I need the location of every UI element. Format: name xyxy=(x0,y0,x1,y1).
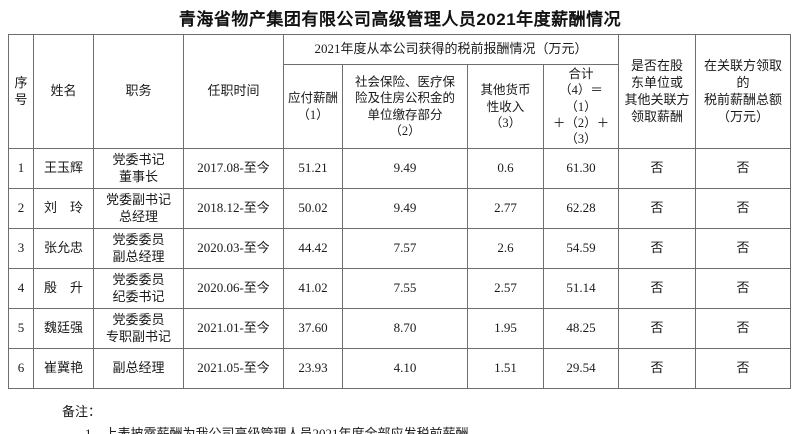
cell-name: 殷 升 xyxy=(33,268,94,310)
col-header-payable: 应付薪酬 （1） xyxy=(283,63,343,150)
col-header-position: 职务 xyxy=(93,33,184,150)
cell-related-amount: 否 xyxy=(695,228,792,270)
cell-tenure: 2021.05-至今 xyxy=(183,348,284,390)
table-row: 3 张允忠 党委委员 副总经理 2020.03-至今 44.42 7.57 2.… xyxy=(8,228,792,270)
cell-position: 党委副书记 总经理 xyxy=(93,188,184,230)
cell-related-amount: 否 xyxy=(695,188,792,230)
cell-name: 王玉辉 xyxy=(33,148,94,190)
cell-other-income: 2.57 xyxy=(467,268,544,310)
cell-insurance: 7.57 xyxy=(342,228,468,270)
cell-position: 党委书记 董事长 xyxy=(93,148,184,190)
cell-insurance: 8.70 xyxy=(342,308,468,350)
cell-shareholder-pay: 否 xyxy=(618,308,697,350)
cell-no: 5 xyxy=(8,308,34,350)
table-row: 2 刘 玲 党委副书记 总经理 2018.12-至今 50.02 9.49 2.… xyxy=(8,188,792,230)
cell-tenure: 2017.08-至今 xyxy=(183,148,284,190)
cell-insurance: 7.55 xyxy=(342,268,468,310)
cell-total: 29.54 xyxy=(542,348,620,390)
cell-no: 6 xyxy=(8,348,34,390)
cell-position: 党委委员 纪委书记 xyxy=(93,268,184,310)
cell-insurance: 9.49 xyxy=(342,188,468,230)
col-header-insurance: 社会保险、医疗保 险及住房公积金的 单位缴存部分 （2） xyxy=(342,63,468,150)
cell-position: 党委委员 副总经理 xyxy=(93,228,184,270)
cell-name: 崔冀艳 xyxy=(33,348,94,390)
cell-payable: 23.93 xyxy=(283,348,343,390)
cell-no: 4 xyxy=(8,268,34,310)
cell-total: 62.28 xyxy=(542,188,620,230)
cell-payable: 37.60 xyxy=(283,308,343,350)
cell-shareholder-pay: 否 xyxy=(618,228,697,270)
cell-tenure: 2018.12-至今 xyxy=(183,188,284,230)
table-row: 6 崔冀艳 副总经理 2021.05-至今 23.93 4.10 1.51 29… xyxy=(8,348,792,390)
cell-other-income: 1.95 xyxy=(467,308,544,350)
col-header-tenure: 任职时间 xyxy=(183,33,284,150)
cell-shareholder-pay: 否 xyxy=(618,348,697,390)
document-title: 青海省物产集团有限公司高级管理人员2021年度薪酬情况 xyxy=(178,10,622,29)
cell-tenure: 2021.01-至今 xyxy=(183,308,284,350)
cell-total: 54.59 xyxy=(542,228,620,270)
cell-payable: 41.02 xyxy=(283,268,343,310)
cell-name: 张允忠 xyxy=(33,228,94,270)
cell-tenure: 2020.06-至今 xyxy=(183,268,284,310)
salary-table: 序 号 姓名 职务 任职时间 2021年度从本公司获得的税前报酬情况（万元） 是… xyxy=(8,33,792,390)
cell-total: 61.30 xyxy=(542,148,620,190)
cell-no: 1 xyxy=(8,148,34,190)
col-header-total: 合计 （4）＝（1） ＋（2）＋ （3） xyxy=(542,63,620,150)
col-header-name: 姓名 xyxy=(33,33,94,150)
cell-payable: 50.02 xyxy=(283,188,343,230)
col-header-compensation-group: 2021年度从本公司获得的税前报酬情况（万元） xyxy=(282,34,620,65)
cell-payable: 44.42 xyxy=(283,228,343,270)
cell-other-income: 0.6 xyxy=(467,148,544,190)
cell-related-amount: 否 xyxy=(695,148,792,190)
cell-insurance: 4.10 xyxy=(342,348,468,390)
cell-related-amount: 否 xyxy=(695,268,792,310)
col-header-no: 序 号 xyxy=(8,33,34,150)
cell-total: 48.25 xyxy=(542,308,620,350)
cell-other-income: 1.51 xyxy=(467,348,544,390)
cell-shareholder-pay: 否 xyxy=(618,148,697,190)
cell-total: 51.14 xyxy=(542,268,620,310)
col-header-related-amount: 在关联方领取的 税前薪酬总额 （万元） xyxy=(695,33,792,150)
notes-section: 备注： 1、上表披露薪酬为我公司高级管理人员2021年度全部应发税前薪酬。 xyxy=(0,401,800,434)
cell-insurance: 9.49 xyxy=(342,148,468,190)
cell-no: 3 xyxy=(8,228,34,270)
header-row-sub: 应付薪酬 （1） 社会保险、医疗保 险及住房公积金的 单位缴存部分 （2） 其他… xyxy=(9,63,791,150)
cell-position: 党委委员 专职副书记 xyxy=(93,308,184,350)
cell-name: 刘 玲 xyxy=(33,188,94,230)
cell-shareholder-pay: 否 xyxy=(618,188,697,230)
cell-no: 2 xyxy=(8,188,34,230)
note-item: 1、上表披露薪酬为我公司高级管理人员2021年度全部应发税前薪酬。 xyxy=(85,426,482,434)
cell-related-amount: 否 xyxy=(695,348,792,390)
table-row: 5 魏廷强 党委委员 专职副书记 2021.01-至今 37.60 8.70 1… xyxy=(8,308,792,350)
cell-other-income: 2.6 xyxy=(467,228,544,270)
cell-payable: 51.21 xyxy=(283,148,343,190)
cell-related-amount: 否 xyxy=(695,308,792,350)
notes-label: 备注： xyxy=(62,404,102,420)
table-row: 4 殷 升 党委委员 纪委书记 2020.06-至今 41.02 7.55 2.… xyxy=(8,268,792,310)
cell-tenure: 2020.03-至今 xyxy=(183,228,284,270)
header-row-group: 序 号 姓名 职务 任职时间 2021年度从本公司获得的税前报酬情况（万元） 是… xyxy=(8,33,792,150)
cell-name: 魏廷强 xyxy=(33,308,94,350)
table-row: 1 王玉辉 党委书记 董事长 2017.08-至今 51.21 9.49 0.6… xyxy=(8,148,792,190)
cell-shareholder-pay: 否 xyxy=(618,268,697,310)
col-header-other-income: 其他货币 性收入 （3） xyxy=(467,63,544,150)
cell-other-income: 2.77 xyxy=(467,188,544,230)
col-header-shareholder-pay: 是否在股 东单位或 其他关联方 领取薪酬 xyxy=(618,33,697,150)
cell-position: 副总经理 xyxy=(93,348,184,390)
